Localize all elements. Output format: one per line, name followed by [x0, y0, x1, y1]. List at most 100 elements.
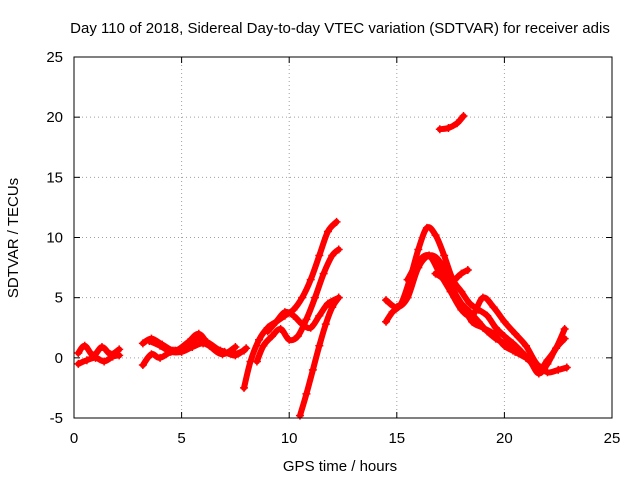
y-tick-label: 20 — [46, 109, 63, 126]
data-point — [509, 346, 518, 355]
data-point — [315, 311, 324, 320]
series-line — [432, 270, 568, 373]
data-point — [306, 275, 315, 284]
data-point — [308, 365, 317, 374]
data-point — [483, 311, 492, 320]
data-point — [323, 227, 332, 236]
data-point — [115, 351, 124, 360]
data-point — [562, 363, 571, 372]
data-point — [100, 357, 109, 366]
data-point — [323, 299, 332, 308]
x-tick-label: 25 — [604, 430, 621, 447]
data-point — [209, 344, 218, 353]
data-point — [220, 347, 229, 356]
data-point — [517, 350, 526, 359]
data-point — [166, 347, 175, 356]
y-tick-labels: -5 0 5 10 15 20 25 — [46, 49, 63, 427]
data-point — [147, 350, 156, 359]
data-point — [526, 357, 535, 366]
data-point — [552, 344, 561, 353]
data-point — [491, 334, 500, 343]
data-point — [306, 323, 315, 332]
data-point — [91, 353, 100, 362]
data-point — [108, 352, 117, 361]
data-point — [444, 123, 453, 132]
series-line — [445, 267, 471, 289]
data-point — [560, 324, 569, 333]
series-sat-g — [252, 245, 343, 366]
data-point — [289, 311, 298, 320]
data-point — [321, 320, 330, 329]
data-point — [298, 320, 307, 329]
data-point — [382, 296, 391, 305]
series-line — [146, 338, 250, 359]
data-point — [500, 339, 509, 348]
data-point — [252, 357, 261, 366]
x-tick-label: 10 — [281, 430, 298, 447]
data-point — [334, 293, 343, 302]
data-point — [328, 251, 337, 260]
data-point — [328, 303, 337, 312]
data-point — [511, 329, 520, 338]
data-point — [483, 327, 492, 336]
data-point — [231, 351, 240, 360]
data-point — [156, 353, 165, 362]
y-tick-label: 15 — [46, 169, 63, 186]
data-point — [276, 324, 285, 333]
data-point — [82, 356, 91, 365]
data-point — [302, 389, 311, 398]
data-point — [311, 293, 320, 302]
data-point — [414, 257, 423, 266]
data-point — [414, 245, 423, 254]
data-point — [315, 341, 324, 350]
data-point — [448, 287, 457, 296]
chart-title: Day 110 of 2018, Sidereal Day-to-day VTE… — [70, 20, 610, 37]
data-point — [463, 265, 472, 274]
data-point — [194, 329, 203, 338]
x-tick-labels: 0 5 10 15 20 25 — [70, 430, 621, 447]
data-point — [199, 339, 208, 348]
data-point — [491, 323, 500, 332]
data-point — [489, 303, 498, 312]
series-sat-n — [444, 265, 472, 290]
y-tick-label: 5 — [55, 290, 63, 307]
data-point — [465, 308, 474, 317]
data-point — [431, 269, 440, 278]
series-sat-o — [435, 111, 468, 134]
data-point — [444, 281, 453, 290]
data-point — [534, 365, 543, 374]
data-point — [319, 269, 328, 278]
data-point — [74, 359, 83, 368]
x-tick-label: 5 — [177, 430, 185, 447]
data-point — [422, 223, 431, 232]
data-point — [188, 343, 197, 352]
data-point — [293, 332, 302, 341]
data-point — [457, 269, 466, 278]
data-point — [177, 347, 186, 356]
data-point — [478, 293, 487, 302]
series-sat-b — [74, 351, 124, 368]
data-point — [138, 361, 147, 370]
data-point — [457, 287, 466, 296]
data-point — [543, 368, 552, 377]
data-point — [74, 349, 83, 358]
data-point — [450, 275, 459, 284]
data-point — [435, 257, 444, 266]
data-point — [138, 339, 147, 348]
data-point — [500, 317, 509, 326]
data-layer — [74, 111, 571, 420]
series-sat-m — [431, 269, 569, 374]
data-point — [403, 293, 412, 302]
series-sat-i — [295, 293, 343, 420]
x-axis-title: GPS time / hours — [283, 458, 397, 475]
data-point — [334, 245, 343, 254]
data-point — [440, 275, 449, 284]
data-point — [263, 327, 272, 336]
data-point — [231, 343, 240, 352]
data-point — [509, 339, 518, 348]
data-point — [80, 341, 89, 350]
data-point — [302, 315, 311, 324]
data-point — [272, 317, 281, 326]
series-line — [383, 224, 568, 377]
